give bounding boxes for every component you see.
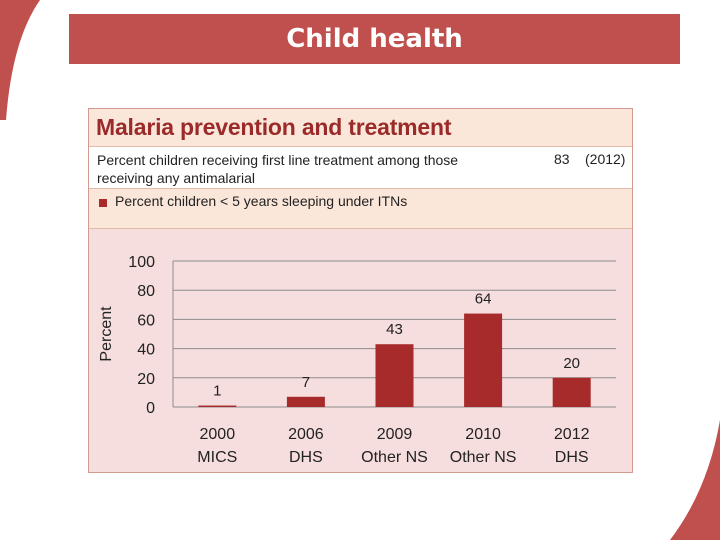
treatment-value: 83 [554, 151, 570, 167]
data-label: 1 [213, 383, 221, 400]
y-tick-label: 60 [137, 312, 155, 329]
x-tick-label-year: 2010 [465, 426, 501, 443]
x-tick-label-source: Other NS [450, 449, 517, 466]
data-label: 64 [475, 291, 492, 308]
panel-title: Malaria prevention and treatment [96, 114, 452, 140]
bar [286, 396, 325, 407]
x-tick-label-source: DHS [289, 449, 323, 466]
bar [375, 344, 414, 407]
treatment-label: Percent children receiving first line tr… [97, 152, 459, 186]
x-tick-label-year: 2012 [554, 426, 590, 443]
corner-decoration-top-left [0, 0, 40, 120]
data-label: 7 [302, 374, 310, 391]
legend-label: Percent children < 5 years sleeping unde… [115, 193, 408, 209]
treatment-year: (2012) [585, 151, 626, 167]
x-tick-label-year: 2000 [200, 426, 236, 443]
y-tick-label: 20 [137, 371, 155, 388]
malaria-panel: Malaria prevention and treatment Percent… [88, 108, 633, 473]
legend-swatch [99, 199, 107, 207]
data-label: 20 [563, 355, 580, 372]
x-tick-label-year: 2009 [377, 426, 413, 443]
bar [552, 377, 591, 407]
bar [198, 405, 237, 407]
panel-header: Malaria prevention and treatment Percent… [89, 109, 632, 229]
y-tick-label: 40 [137, 342, 155, 359]
x-tick-label-source: Other NS [361, 449, 428, 466]
bar [464, 313, 503, 407]
legend-row: Percent children < 5 years sleeping unde… [89, 189, 632, 229]
corner-decoration-bottom-right [670, 420, 720, 540]
y-axis-label: Percent [98, 306, 115, 362]
x-tick-label-year: 2006 [288, 426, 324, 443]
slide-title: Child health [69, 14, 680, 64]
y-tick-label: 80 [137, 283, 155, 300]
treatment-row: Percent children receiving first line tr… [89, 146, 632, 189]
itn-bar-chart: 0 20 40 60 80 100 Percent 1 2000 MICS 7 2006 DHS 43 20… [98, 254, 616, 466]
data-label: 43 [386, 321, 403, 338]
x-tick-label-source: DHS [555, 449, 589, 466]
x-tick-label-source: MICS [197, 449, 237, 466]
y-tick-label: 0 [146, 400, 155, 417]
y-tick-label: 100 [128, 254, 155, 271]
